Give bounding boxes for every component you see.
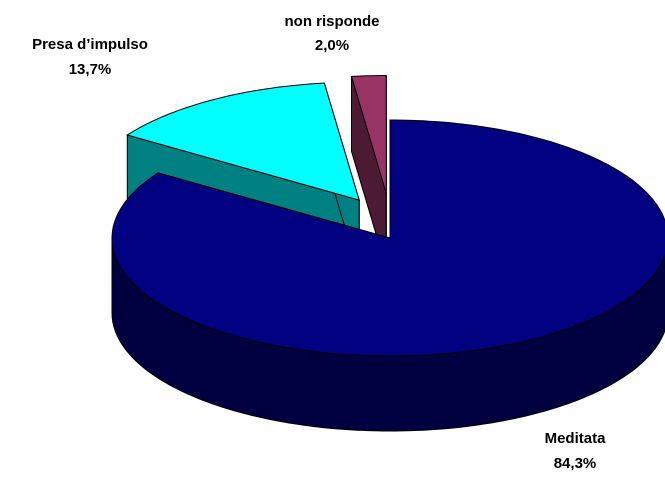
slice xyxy=(350,75,387,194)
pie xyxy=(111,75,665,432)
slice-label: non risponde xyxy=(285,13,380,30)
slice-value-label: 2,0% xyxy=(315,37,349,54)
slice-label: Presa d’impulso xyxy=(32,36,148,53)
slice-value-label: 84,3% xyxy=(554,455,597,472)
slice xyxy=(111,119,665,357)
slice-label: Meditata xyxy=(545,430,607,447)
slice-value-label: 13,7% xyxy=(69,61,112,78)
slice xyxy=(126,82,360,201)
